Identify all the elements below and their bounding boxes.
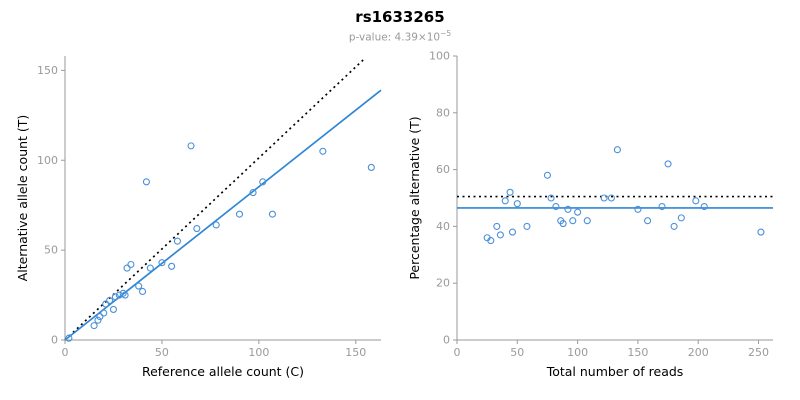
charts-row: 0 50 100 150 0 50 100 150 Reference allele count…: [0, 46, 800, 386]
y-tick-label: 50: [44, 244, 58, 257]
data-point: [543, 171, 552, 179]
data-point: [158, 259, 166, 267]
x-tick-label: 50: [510, 346, 524, 359]
y-tick-label: 0: [443, 334, 450, 347]
data-point: [146, 264, 154, 272]
data-point: [90, 322, 98, 330]
scatter-percentage-alternative: 0 50 100 150 200 250 0 20 40 60 80 100 Total number …: [407, 50, 773, 379]
data-point: [658, 202, 666, 211]
data-point: [135, 282, 143, 290]
data-point: [644, 217, 652, 225]
data-point: [506, 188, 514, 196]
x-axis-title: Total number of reads: [546, 364, 684, 379]
y-tick-label: 100: [429, 50, 450, 63]
data-point: [319, 147, 327, 155]
data-point: [102, 300, 110, 308]
plot-subtitle: p-value: 4.39×10−5: [0, 29, 800, 44]
data-point: [513, 200, 521, 208]
data-point: [138, 287, 147, 296]
data-point: [249, 189, 257, 197]
x-tick-label: 0: [62, 346, 69, 359]
data-point: [600, 194, 608, 202]
plot-title: rs1633265: [355, 8, 445, 26]
data-point: [493, 222, 501, 230]
data-point: [106, 296, 114, 305]
data-point: [670, 222, 678, 230]
x-tick-label: 200: [688, 346, 709, 359]
x-tick-label: 50: [155, 346, 169, 359]
data-point: [700, 202, 708, 211]
data-point: [168, 262, 176, 270]
data-point: [123, 264, 131, 272]
data-point: [583, 217, 591, 225]
data-point: [487, 237, 495, 245]
data-point: [235, 210, 244, 218]
data-point: [111, 293, 119, 301]
data-point: [501, 197, 509, 205]
pvalue-exponent: −5: [440, 28, 452, 38]
y-axis-title: Alternative allele count (T): [15, 115, 30, 282]
x-tick-label: 150: [345, 346, 366, 359]
data-point: [187, 142, 195, 150]
data-point: [613, 146, 621, 154]
data-point: [569, 217, 577, 225]
y-tick-label: 60: [436, 163, 450, 176]
data-point: [523, 222, 531, 230]
data-point: [109, 305, 118, 313]
pvalue-text: p-value: 4.39×10: [348, 31, 441, 44]
y-tick-label: 150: [37, 64, 58, 77]
y-axis-title: Percentage alternative (T): [407, 116, 422, 279]
data-point: [119, 289, 127, 297]
data-point: [677, 214, 685, 222]
y-tick-label: 0: [51, 334, 58, 347]
data-point: [173, 237, 181, 245]
x-tick-label: 100: [567, 346, 588, 359]
data-point: [508, 228, 517, 236]
data-point: [100, 309, 108, 317]
data-point: [212, 221, 220, 229]
x-tick-label: 100: [248, 346, 269, 359]
data-point: [634, 205, 642, 213]
x-tick-label: 150: [627, 346, 648, 359]
data-point: [564, 205, 572, 213]
data-point: [142, 178, 150, 186]
data-point: [121, 291, 129, 299]
data-point: [574, 208, 582, 216]
data-point: [496, 231, 504, 239]
x-tick-label: 250: [748, 346, 769, 359]
x-axis-title: Reference allele count (C): [142, 364, 304, 379]
data-point: [259, 178, 267, 186]
data-point: [367, 163, 375, 171]
data-point: [757, 228, 765, 236]
y-tick-label: 80: [436, 106, 450, 119]
data-point: [552, 202, 560, 211]
x-tick-label: 0: [454, 346, 461, 359]
data-point: [664, 160, 672, 168]
data-point: [607, 194, 615, 202]
scatter-allele-counts: 0 50 100 150 0 50 100 150 Reference allele count…: [15, 56, 382, 379]
data-point: [692, 197, 700, 205]
data-point: [193, 225, 201, 233]
data-point: [127, 260, 135, 269]
data-point: [96, 313, 104, 321]
y-tick-label: 100: [37, 154, 58, 167]
data-point: [559, 220, 567, 228]
data-point: [94, 316, 102, 324]
data-point: [65, 334, 73, 342]
y-tick-label: 40: [436, 220, 450, 233]
data-point: [268, 210, 276, 218]
y-tick-label: 20: [436, 277, 450, 290]
plot-header: rs1633265 p-value: 4.39×10−5: [0, 8, 800, 43]
data-point: [547, 194, 555, 202]
